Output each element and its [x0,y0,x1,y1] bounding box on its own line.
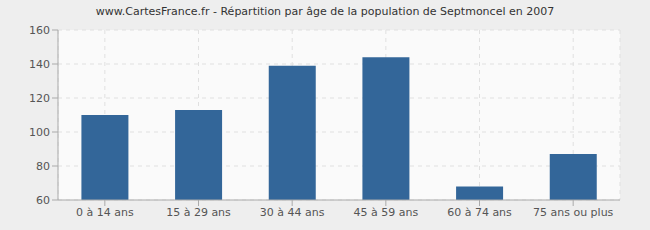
svg-text:140: 140 [29,58,50,71]
svg-text:60 à 74 ans: 60 à 74 ans [447,206,512,219]
svg-text:60: 60 [36,194,50,207]
svg-text:15 à 29 ans: 15 à 29 ans [166,206,231,219]
svg-text:0 à 14 ans: 0 à 14 ans [76,206,134,219]
svg-text:30 à 44 ans: 30 à 44 ans [260,206,325,219]
svg-text:80: 80 [36,160,50,173]
svg-text:45 à 59 ans: 45 à 59 ans [353,206,418,219]
svg-text:75 ans ou plus: 75 ans ou plus [533,206,614,219]
svg-text:120: 120 [29,92,50,105]
html-text:www.CartesFrance.fr - Répartit: www.CartesFrance.fr - Répartition par âg… [95,5,555,18]
svg-text:100: 100 [29,126,50,139]
svg-text:160: 160 [29,24,50,37]
